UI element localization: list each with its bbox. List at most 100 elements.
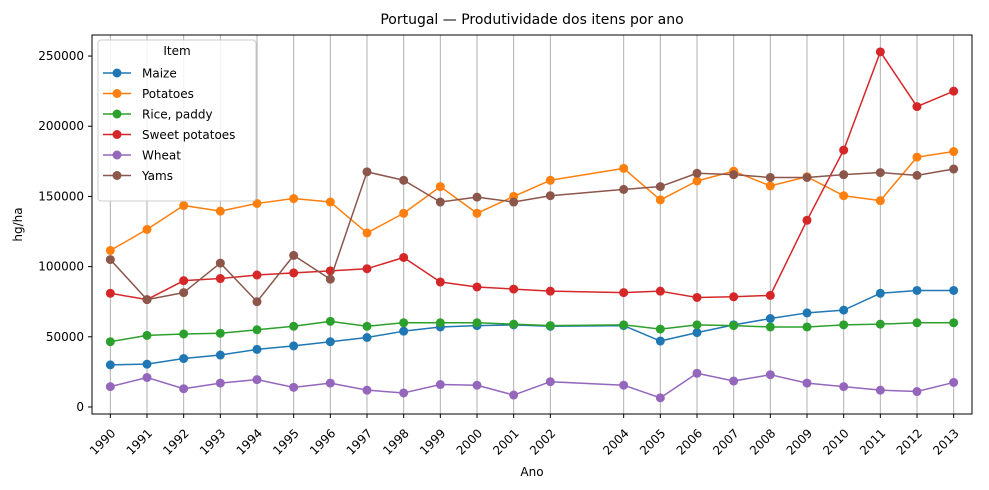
data-point xyxy=(619,380,629,390)
data-point xyxy=(692,168,702,178)
y-axis: 0 50000 100000 150000 200000 250000 xyxy=(38,49,92,414)
data-point xyxy=(875,168,885,178)
data-point xyxy=(252,344,262,354)
data-point xyxy=(105,255,115,265)
data-point xyxy=(875,47,885,57)
data-point xyxy=(105,360,115,370)
y-tick-label: 200000 xyxy=(38,119,84,133)
data-point xyxy=(912,152,922,162)
y-tick-label: 150000 xyxy=(38,189,84,203)
data-point xyxy=(839,320,849,330)
data-point xyxy=(765,290,775,300)
data-point xyxy=(509,197,519,207)
data-point xyxy=(949,86,959,96)
data-point xyxy=(252,325,262,335)
data-point xyxy=(619,184,629,194)
data-point xyxy=(802,172,812,182)
data-point xyxy=(765,181,775,191)
data-point xyxy=(399,252,409,262)
data-point xyxy=(289,321,299,331)
data-point xyxy=(765,370,775,380)
data-point xyxy=(655,182,665,192)
data-point xyxy=(399,388,409,398)
legend-swatch-marker xyxy=(112,68,122,78)
data-point xyxy=(399,208,409,218)
data-point xyxy=(545,175,555,185)
data-point xyxy=(142,373,152,383)
legend-title: Item xyxy=(163,44,190,58)
data-point xyxy=(105,382,115,392)
data-point xyxy=(875,385,885,395)
series-layer xyxy=(105,47,959,403)
data-point xyxy=(692,320,702,330)
data-point xyxy=(142,224,152,234)
data-point xyxy=(289,250,299,260)
data-point xyxy=(619,163,629,173)
data-point xyxy=(949,147,959,157)
y-tick-label: 0 xyxy=(76,400,84,414)
data-point xyxy=(839,191,849,201)
data-point xyxy=(325,378,335,388)
legend-swatch-marker xyxy=(112,171,122,180)
data-point xyxy=(802,215,812,225)
data-point xyxy=(509,284,519,294)
data-point xyxy=(802,322,812,332)
data-point xyxy=(252,375,262,385)
data-point xyxy=(729,292,739,302)
legend-item-yams: Yams xyxy=(103,169,173,183)
data-point xyxy=(179,329,189,339)
data-point xyxy=(839,170,849,180)
data-point xyxy=(472,282,482,292)
legend-swatch-marker xyxy=(112,109,122,119)
data-point xyxy=(362,332,372,342)
data-point xyxy=(875,288,885,298)
data-point xyxy=(655,393,665,403)
data-point xyxy=(472,380,482,390)
data-point xyxy=(215,328,225,338)
data-point xyxy=(435,318,445,328)
data-point xyxy=(472,192,482,202)
data-point xyxy=(215,378,225,388)
data-point xyxy=(105,245,115,255)
series-potatoes xyxy=(105,147,959,255)
data-point xyxy=(692,368,702,378)
legend-item-wheat: Wheat xyxy=(103,149,181,163)
data-point xyxy=(142,295,152,305)
data-point xyxy=(325,316,335,326)
data-point xyxy=(912,170,922,180)
data-point xyxy=(325,337,335,347)
data-point xyxy=(692,328,702,338)
data-point xyxy=(839,382,849,392)
data-point xyxy=(875,196,885,206)
data-point xyxy=(655,324,665,334)
data-point xyxy=(912,285,922,295)
data-point xyxy=(949,285,959,295)
data-point xyxy=(362,321,372,331)
data-point xyxy=(179,384,189,394)
data-point xyxy=(949,377,959,387)
data-point xyxy=(839,305,849,315)
data-point xyxy=(399,326,409,336)
data-point xyxy=(655,336,665,346)
data-point xyxy=(435,197,445,207)
data-point xyxy=(215,206,225,216)
data-point xyxy=(729,170,739,180)
legend-swatch-marker xyxy=(112,130,122,139)
y-axis-label: hg/ha xyxy=(11,207,25,241)
legend-item-sweet-potatoes: Sweet potatoes xyxy=(103,128,235,142)
data-point xyxy=(545,321,555,331)
legend-label: Maize xyxy=(142,67,177,81)
data-point xyxy=(729,321,739,331)
data-point xyxy=(362,228,372,238)
data-point xyxy=(215,258,225,268)
x-axis-label: Ano xyxy=(520,465,543,479)
data-point xyxy=(289,341,299,351)
data-point xyxy=(912,318,922,328)
data-point xyxy=(912,102,922,112)
data-point xyxy=(509,390,519,400)
data-point xyxy=(619,288,629,298)
data-point xyxy=(252,270,262,280)
series-yams xyxy=(105,164,959,307)
legend-label: Potatoes xyxy=(142,87,194,101)
